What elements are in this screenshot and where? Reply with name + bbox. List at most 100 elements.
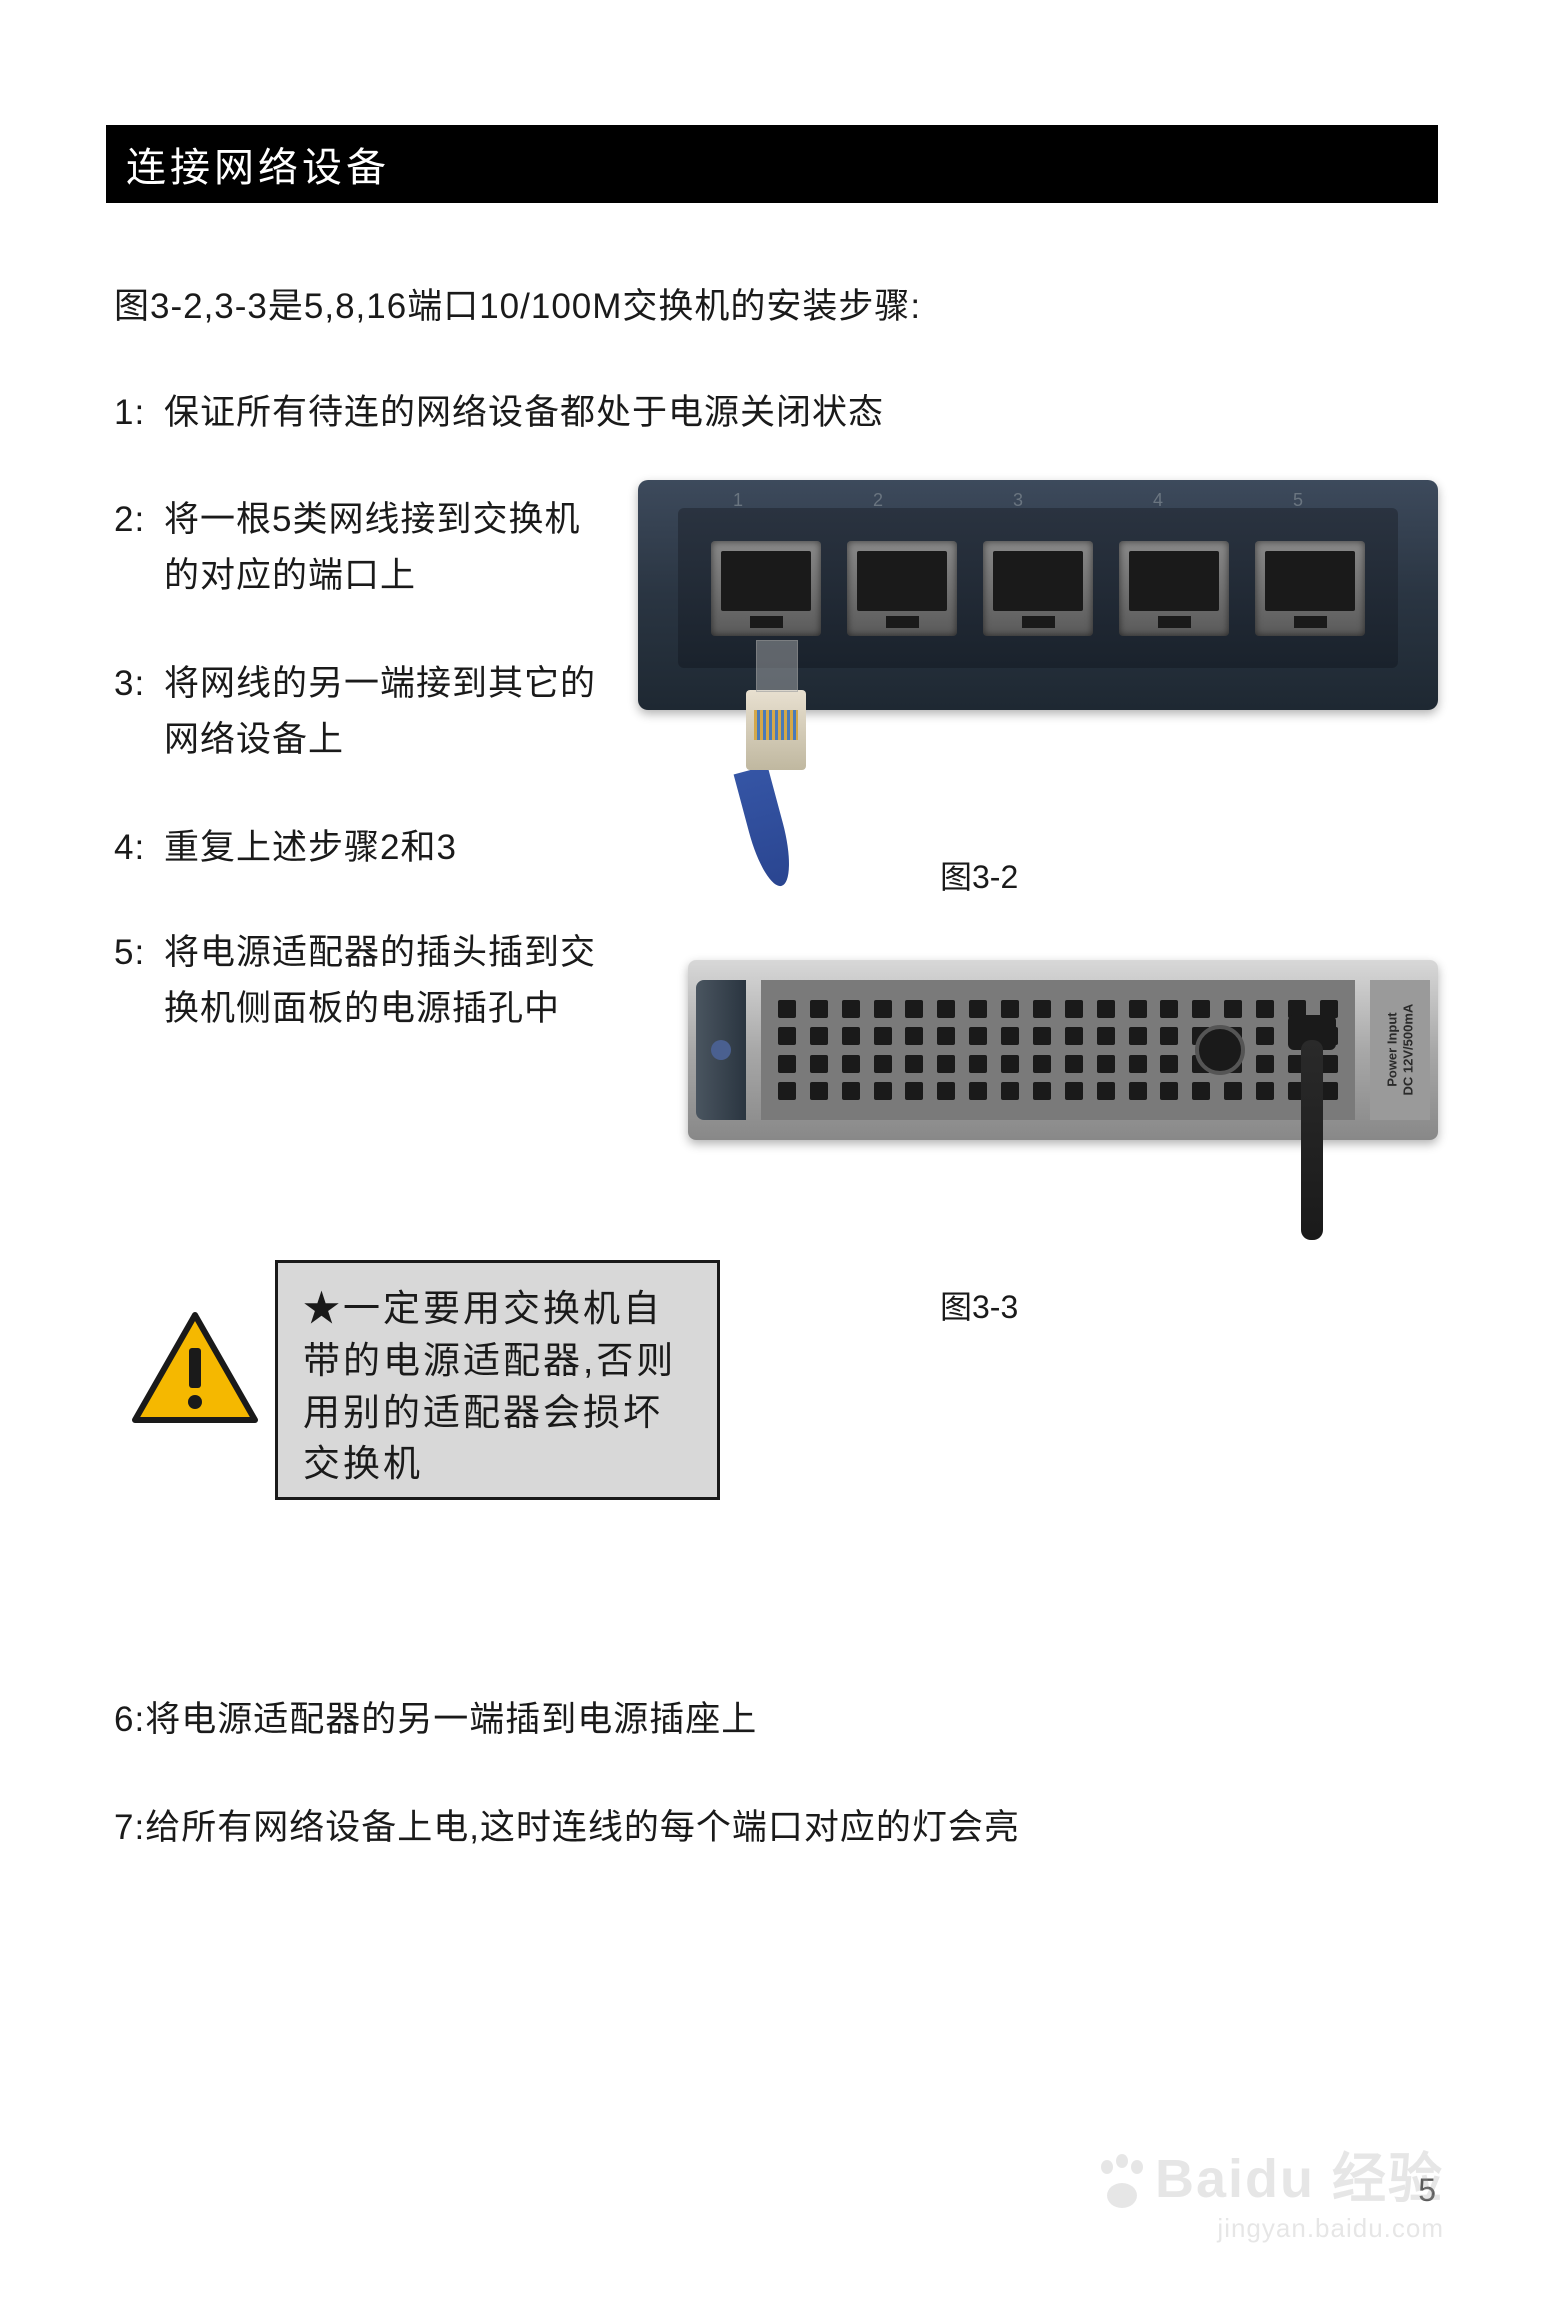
vent-hole bbox=[778, 1000, 796, 1018]
step-number: 2: bbox=[114, 492, 164, 548]
vent-hole bbox=[905, 1027, 923, 1045]
step-text: 给所有网络设备上电,这时连线的每个端口对应的灯会亮 bbox=[145, 1808, 1020, 1847]
step-number: 1: bbox=[114, 385, 164, 441]
power-label-line1: Power Input bbox=[1384, 1013, 1399, 1087]
vent-hole bbox=[905, 1082, 923, 1100]
vent-hole bbox=[1129, 1027, 1147, 1045]
vent-row bbox=[771, 1027, 1345, 1045]
vent-hole bbox=[1192, 1082, 1210, 1100]
vent-hole bbox=[1065, 1000, 1083, 1018]
vent-hole bbox=[778, 1082, 796, 1100]
vent-hole bbox=[810, 1082, 828, 1100]
vent-hole bbox=[1224, 1082, 1242, 1100]
vent-hole bbox=[1256, 1082, 1274, 1100]
vent-hole bbox=[969, 1082, 987, 1100]
vent-hole bbox=[1097, 1055, 1115, 1073]
vent-hole bbox=[874, 1082, 892, 1100]
vent-hole bbox=[1160, 1027, 1178, 1045]
vent-hole bbox=[969, 1000, 987, 1018]
section-header: 连接网络设备 bbox=[106, 125, 1438, 203]
rj45-port bbox=[847, 541, 957, 636]
vent-hole bbox=[778, 1055, 796, 1073]
step-6: 6:将电源适配器的另一端插到电源插座上 bbox=[114, 1692, 757, 1748]
vent-hole bbox=[937, 1082, 955, 1100]
step-7: 7:给所有网络设备上电,这时连线的每个端口对应的灯会亮 bbox=[114, 1800, 1020, 1856]
step-text: 将电源适配器的另一端插到电源插座上 bbox=[145, 1700, 757, 1739]
vent-hole bbox=[1065, 1082, 1083, 1100]
vent-hole bbox=[842, 1027, 860, 1045]
vent-hole bbox=[1256, 1000, 1274, 1018]
vent-hole bbox=[937, 1055, 955, 1073]
side-cap bbox=[696, 980, 746, 1120]
vent-hole bbox=[842, 1082, 860, 1100]
vent-row bbox=[771, 1000, 1345, 1018]
vent-hole bbox=[937, 1000, 955, 1018]
ethernet-connector bbox=[746, 690, 806, 770]
vent-hole bbox=[1001, 1027, 1019, 1045]
watermark-url: jingyan.baidu.com bbox=[1097, 2213, 1444, 2244]
warning-text: 一定要用交换机自带的电源适配器,否则用别的适配器会损坏交换机 bbox=[303, 1288, 676, 1484]
paw-icon bbox=[1097, 2158, 1147, 2208]
vent-hole bbox=[1001, 1000, 1019, 1018]
rj45-port bbox=[1119, 541, 1229, 636]
power-label-area: Power Input DC 12V/500mA bbox=[1370, 980, 1430, 1120]
vent-hole bbox=[874, 1027, 892, 1045]
vent-hole bbox=[1033, 1082, 1051, 1100]
step-2: 2:将一根5类网线接到交换机的对应的端口上 bbox=[114, 492, 614, 604]
figure-3-3: Power Input DC 12V/500mA bbox=[688, 960, 1438, 1210]
vent-hole bbox=[905, 1055, 923, 1073]
figure-3-2: 1 2 3 4 5 bbox=[638, 480, 1438, 760]
vent-hole bbox=[1160, 1000, 1178, 1018]
vent-hole bbox=[1097, 1027, 1115, 1045]
power-label-line2: DC 12V/500mA bbox=[1400, 1004, 1415, 1096]
vent-hole bbox=[1001, 1082, 1019, 1100]
vent-hole bbox=[1033, 1000, 1051, 1018]
vent-hole bbox=[1160, 1082, 1178, 1100]
vent-row bbox=[771, 1055, 1345, 1073]
vent-hole bbox=[874, 1000, 892, 1018]
vent-hole bbox=[1033, 1027, 1051, 1045]
step-text: 保证所有待连的网络设备都处于电源关闭状态 bbox=[164, 393, 884, 432]
step-1: 1:保证所有待连的网络设备都处于电源关闭状态 bbox=[114, 385, 884, 441]
step-number: 3: bbox=[114, 656, 164, 712]
vent-hole bbox=[1065, 1027, 1083, 1045]
switch-side-view: Power Input DC 12V/500mA bbox=[688, 960, 1438, 1140]
rj45-port bbox=[983, 541, 1093, 636]
vent-hole bbox=[874, 1055, 892, 1073]
warning-star: ★ bbox=[303, 1288, 343, 1329]
vent-hole bbox=[1160, 1055, 1178, 1073]
vent-hole bbox=[1065, 1055, 1083, 1073]
vent-hole bbox=[1033, 1055, 1051, 1073]
vent-hole bbox=[810, 1000, 828, 1018]
vent-hole bbox=[842, 1055, 860, 1073]
vent-hole bbox=[969, 1027, 987, 1045]
vent-hole bbox=[937, 1027, 955, 1045]
rj45-port bbox=[1255, 541, 1365, 636]
vent-row bbox=[771, 1082, 1345, 1100]
step-text: 将网线的另一端接到其它的网络设备上 bbox=[164, 656, 604, 768]
rj45-port bbox=[711, 541, 821, 636]
vent-hole bbox=[1097, 1000, 1115, 1018]
power-cable bbox=[1301, 1040, 1323, 1240]
figure-caption: 图3-2 bbox=[940, 852, 1018, 898]
vent-hole bbox=[1256, 1055, 1274, 1073]
ethernet-cable bbox=[734, 765, 799, 890]
vent-hole bbox=[1129, 1082, 1147, 1100]
vent-hole bbox=[778, 1027, 796, 1045]
vent-hole bbox=[1001, 1055, 1019, 1073]
step-number: 6: bbox=[114, 1700, 145, 1739]
vent-hole bbox=[1192, 1000, 1210, 1018]
step-number: 4: bbox=[114, 820, 164, 876]
power-label: Power Input DC 12V/500mA bbox=[1384, 1004, 1415, 1096]
vent-hole bbox=[969, 1055, 987, 1073]
vent-hole bbox=[842, 1000, 860, 1018]
vent-hole bbox=[1097, 1082, 1115, 1100]
step-text: 将一根5类网线接到交换机的对应的端口上 bbox=[164, 492, 604, 604]
step-5: 5:将电源适配器的插头插到交换机侧面板的电源插孔中 bbox=[114, 925, 614, 1037]
step-number: 7: bbox=[114, 1808, 145, 1847]
vent-hole bbox=[810, 1055, 828, 1073]
step-text: 重复上述步骤2和3 bbox=[164, 828, 457, 867]
warning-icon bbox=[130, 1310, 260, 1430]
watermark-brand: Baidu 经验 bbox=[1097, 2134, 1444, 2213]
step-text: 将电源适配器的插头插到交换机侧面板的电源插孔中 bbox=[164, 925, 604, 1037]
